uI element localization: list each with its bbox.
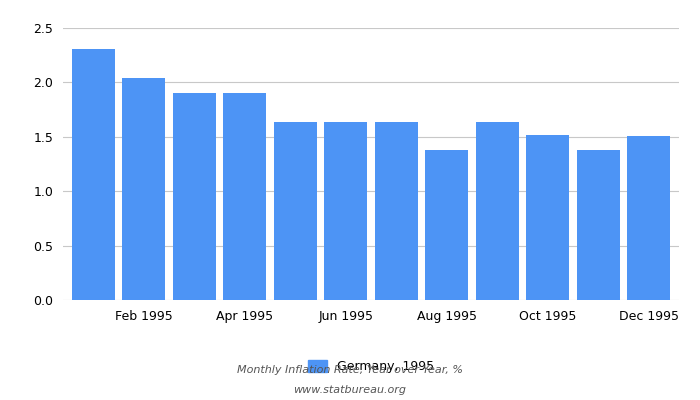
- Text: Monthly Inflation Rate, Year over Year, %: Monthly Inflation Rate, Year over Year, …: [237, 365, 463, 375]
- Bar: [122, 78, 165, 300]
- Bar: [173, 93, 216, 300]
- Bar: [526, 135, 569, 300]
- Bar: [324, 122, 368, 300]
- Bar: [476, 122, 519, 300]
- Bar: [627, 136, 670, 300]
- Bar: [577, 150, 620, 300]
- Bar: [72, 49, 115, 300]
- Bar: [274, 122, 316, 300]
- Bar: [223, 93, 266, 300]
- Bar: [426, 150, 468, 300]
- Bar: [374, 122, 418, 300]
- Text: www.statbureau.org: www.statbureau.org: [293, 385, 407, 395]
- Legend: Germany, 1995: Germany, 1995: [303, 355, 439, 378]
